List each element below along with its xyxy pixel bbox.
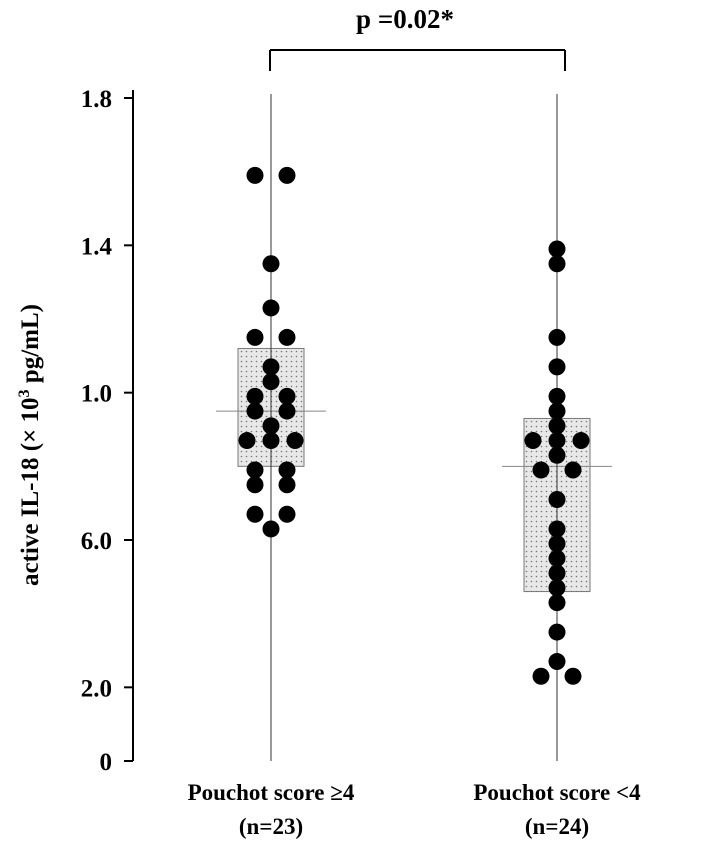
data-point: [548, 402, 566, 420]
x-labels-layer: Pouchot score ≥4 (n=23) Pouchot score <4 (n…: [188, 780, 642, 839]
data-point: [278, 461, 296, 479]
data-point: [548, 623, 566, 641]
data-point: [262, 358, 280, 376]
data-point: [548, 240, 566, 258]
data-point: [246, 166, 264, 184]
y-axis-title-suffix: pg/mL): [17, 304, 44, 389]
data-point: [548, 535, 566, 553]
y-axis-title-times: ×: [17, 429, 44, 443]
data-point: [564, 667, 582, 685]
data-point: [548, 579, 566, 597]
data-point: [524, 432, 542, 450]
y-axis-title-base: 10: [17, 397, 44, 428]
data-point: [262, 432, 280, 450]
data-point: [246, 476, 264, 494]
x-category-n-label: (n=23): [239, 814, 303, 839]
y-tick-label: 0: [100, 749, 113, 776]
data-point: [548, 432, 566, 450]
data-point: [278, 328, 296, 346]
y-tick-label: 1.4: [81, 233, 113, 260]
data-point: [564, 461, 582, 479]
data-point: [548, 549, 566, 567]
data-point: [246, 328, 264, 346]
data-point: [246, 505, 264, 523]
data-point: [278, 166, 296, 184]
data-point: [262, 520, 280, 538]
data-point: [548, 417, 566, 435]
data-point: [572, 432, 590, 450]
data-point: [548, 255, 566, 273]
data-point: [532, 667, 550, 685]
data-point: [548, 564, 566, 582]
data-point: [262, 417, 280, 435]
data-point: [262, 255, 280, 273]
y-ticks-layer: 0 2.0 6.0 1.0 1.4 1.8: [81, 86, 133, 776]
vertical-lines-layer: [270, 94, 558, 761]
data-point: [278, 387, 296, 405]
data-point: [246, 461, 264, 479]
data-point: [246, 402, 264, 420]
data-point: [548, 594, 566, 612]
y-tick-label: 1.0: [81, 381, 112, 408]
y-tick-label: 6.0: [81, 528, 112, 555]
data-point: [262, 373, 280, 391]
data-point: [548, 653, 566, 671]
significance-bracket: [269, 49, 566, 71]
y-axis-title-prefix: active IL-18 (: [17, 443, 44, 586]
data-point: [278, 476, 296, 494]
data-point: [548, 328, 566, 346]
data-point: [278, 505, 296, 523]
data-point: [532, 461, 550, 479]
points-layer: [238, 166, 590, 685]
data-point: [548, 490, 566, 508]
data-point: [548, 520, 566, 538]
data-point: [246, 387, 264, 405]
data-point: [278, 402, 296, 420]
y-tick-label: 1.8: [81, 86, 112, 113]
data-point: [548, 446, 566, 464]
y-tick-label: 2.0: [81, 675, 112, 702]
x-category-label: Pouchot score ≥4: [188, 780, 355, 805]
y-axis-title-exponent: 3: [16, 389, 33, 397]
data-point: [262, 299, 280, 317]
x-category-label: Pouchot score <4: [473, 780, 641, 805]
data-point: [238, 432, 256, 450]
data-point: [548, 387, 566, 405]
data-point: [286, 432, 304, 450]
p-value-annotation: p =0.02*: [356, 4, 454, 34]
x-category-n-label: (n=24): [525, 814, 589, 839]
y-axis-title: active IL-18 (× 103 pg/mL): [16, 304, 44, 586]
data-point: [548, 358, 566, 376]
